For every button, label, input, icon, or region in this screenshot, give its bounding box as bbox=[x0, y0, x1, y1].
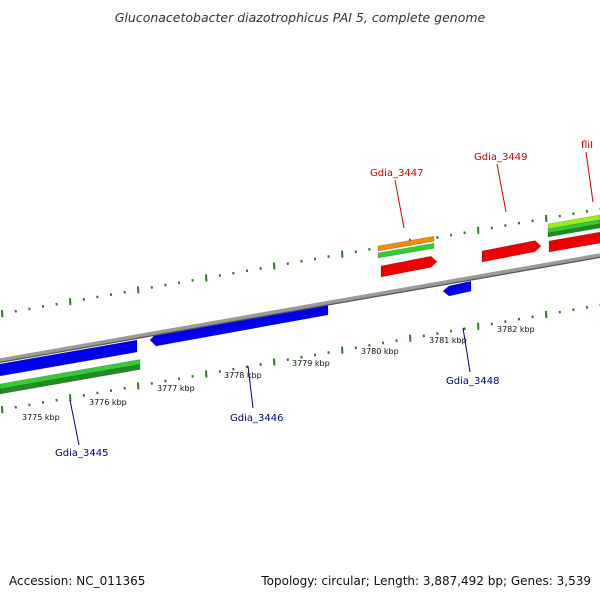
feature-layer bbox=[0, 214, 600, 395]
outer-tick-track bbox=[1, 207, 600, 318]
genome-summary-text: Topology: circular; Length: 3,887,492 bp… bbox=[261, 574, 591, 588]
feature-band-darkgreen-flii bbox=[547, 223, 600, 238]
gene-bar-gdia-3448 bbox=[442, 280, 472, 297]
gene-pointer-gdia-3449 bbox=[496, 163, 507, 213]
gene-pointer-flii bbox=[585, 151, 594, 203]
kbp-label-3781: 3781 kbp bbox=[429, 336, 467, 345]
kbp-label-3780: 3780 kbp bbox=[361, 347, 399, 356]
backbone-shadow bbox=[0, 256, 600, 363]
feature-band-orange-3447 bbox=[377, 235, 435, 252]
gene-pointer-gdia-3445 bbox=[69, 399, 80, 446]
gene-label-flii[interactable]: fliI bbox=[581, 140, 593, 151]
kbp-tick-labels: 3775 kbp 3776 kbp 3777 kbp 3778 kbp 3779… bbox=[22, 325, 535, 422]
accession-text: Accession: NC_011365 bbox=[9, 574, 146, 588]
kbp-label-3775: 3775 kbp bbox=[22, 413, 60, 422]
gene-label-gdia-3448[interactable]: Gdia_3448 bbox=[446, 376, 499, 387]
feature-band-lime-flii bbox=[547, 214, 600, 230]
feature-band-green-flii bbox=[547, 219, 600, 234]
gene-label-gdia-3445[interactable]: Gdia_3445 bbox=[55, 448, 108, 459]
gene-bar-gdia-3447 bbox=[380, 255, 438, 278]
kbp-label-3777: 3777 kbp bbox=[157, 384, 195, 393]
gene-bar-flii bbox=[548, 231, 600, 253]
kbp-label-3782: 3782 kbp bbox=[497, 325, 535, 334]
gene-labels: Gdia_3445 Gdia_3446 Gdia_3447 Gdia_3448 … bbox=[55, 140, 594, 459]
feature-band-darkgreen-3445 bbox=[0, 364, 141, 395]
feature-band-green-3447 bbox=[377, 242, 435, 259]
gene-pointer-gdia-3448 bbox=[462, 327, 471, 373]
gene-bar-gdia-3449 bbox=[481, 240, 542, 263]
gene-pointer-gdia-3446 bbox=[247, 365, 254, 409]
gene-label-gdia-3447[interactable]: Gdia_3447 bbox=[370, 168, 423, 179]
inner-tick-track bbox=[1, 303, 600, 414]
gene-label-gdia-3449[interactable]: Gdia_3449 bbox=[474, 152, 527, 163]
kbp-label-3776: 3776 kbp bbox=[89, 398, 127, 407]
gene-pointer-gdia-3447 bbox=[394, 179, 405, 229]
map-title: Gluconacetobacter diazotrophicus PAI 5, … bbox=[114, 10, 486, 25]
kbp-label-3778: 3778 kbp bbox=[224, 371, 262, 380]
gene-bar-gdia-3445 bbox=[0, 339, 138, 377]
gene-label-gdia-3446[interactable]: Gdia_3446 bbox=[230, 413, 283, 424]
kbp-label-3779: 3779 kbp bbox=[292, 359, 330, 368]
genome-backbone bbox=[0, 253, 600, 362]
